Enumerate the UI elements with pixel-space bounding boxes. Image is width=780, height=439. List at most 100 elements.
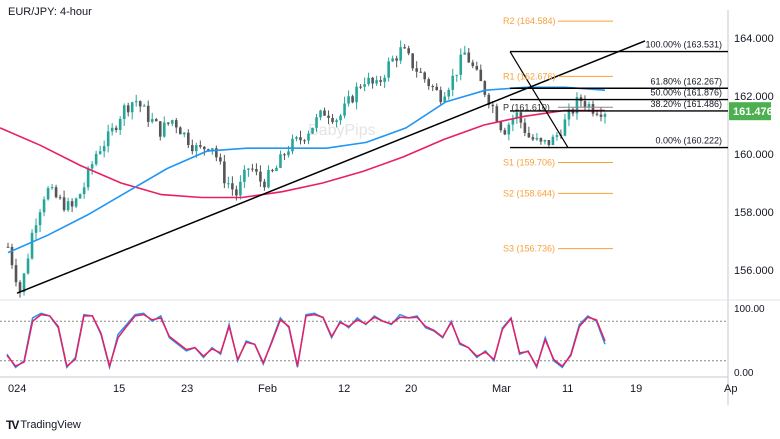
candle-body xyxy=(166,122,170,124)
candle-body xyxy=(90,164,94,169)
candle-body xyxy=(455,74,459,76)
candle-body xyxy=(34,225,38,233)
fib-level-label: 100.00% (163.531) xyxy=(645,40,722,50)
candle-body xyxy=(38,212,42,226)
candle-body xyxy=(211,148,214,151)
pivot-label: S1 (159.706) xyxy=(503,158,555,168)
candle-body xyxy=(479,69,483,82)
candle-body xyxy=(335,120,338,123)
candle-body xyxy=(603,114,607,117)
candle-body xyxy=(435,86,439,91)
candle-body xyxy=(134,101,138,103)
candle-body xyxy=(399,47,402,61)
candle-body xyxy=(187,132,190,146)
candle-body xyxy=(82,187,86,195)
candle-body xyxy=(46,188,50,200)
candle-body xyxy=(395,58,398,61)
candle-body xyxy=(251,168,254,170)
candle-body xyxy=(54,187,58,198)
x-tick-label: 23 xyxy=(181,383,193,395)
candle-body xyxy=(223,161,226,184)
fib-level-label: 38.20% (161.486) xyxy=(650,99,722,109)
candle-body xyxy=(471,62,475,67)
candle-body xyxy=(539,138,543,142)
candle-body xyxy=(527,132,531,138)
candle-body xyxy=(239,181,242,196)
candle-body xyxy=(531,137,535,140)
candle-body xyxy=(323,110,326,116)
stoch-tick-label: 0.00 xyxy=(734,368,754,379)
candle-body xyxy=(371,77,374,84)
candle-body xyxy=(146,105,150,122)
x-tick-label: Ap xyxy=(724,383,737,395)
fib-level-label: 61.80% (162.267) xyxy=(650,76,722,86)
candle-body xyxy=(499,121,503,131)
candle-body xyxy=(451,75,455,90)
candle-body xyxy=(363,84,366,87)
candle-body xyxy=(599,114,603,117)
candle-body xyxy=(227,183,230,185)
candle-body xyxy=(271,170,274,172)
x-tick-label: 024 xyxy=(8,383,26,395)
candle-body xyxy=(275,167,278,171)
trendline xyxy=(16,40,646,294)
tradingview-logo[interactable]: TV TradingView xyxy=(6,418,81,432)
y-tick-label: 156.000 xyxy=(734,265,774,277)
candle-body xyxy=(463,52,467,55)
candle-body xyxy=(247,168,250,170)
x-tick-label: 12 xyxy=(338,383,350,395)
candle-body xyxy=(415,68,418,72)
candle-body xyxy=(331,117,334,123)
candle-body xyxy=(154,119,158,122)
candle-body xyxy=(459,54,463,75)
candle-body xyxy=(106,131,110,147)
candle-body xyxy=(403,47,406,49)
candle-body xyxy=(6,246,10,248)
candle-body xyxy=(174,120,178,128)
last-price-badge xyxy=(729,102,771,121)
candle-body xyxy=(14,265,18,283)
candle-body xyxy=(483,81,487,95)
pivot-label: R2 (164.584) xyxy=(503,16,556,26)
candle-body xyxy=(110,127,114,132)
candle-body xyxy=(158,121,162,137)
pivot-label: R1 (162.676) xyxy=(503,71,556,81)
candle-body xyxy=(327,115,330,118)
candle-body xyxy=(439,90,443,103)
y-tick-label: 164.000 xyxy=(734,33,774,45)
x-tick-label: 15 xyxy=(113,383,125,395)
candle-body xyxy=(283,154,286,156)
pivot-label: S2 (158.644) xyxy=(503,188,555,198)
candle-body xyxy=(279,154,282,168)
candle-body xyxy=(98,151,102,154)
candle-body xyxy=(50,187,54,189)
candle-body xyxy=(419,71,422,73)
candle-body xyxy=(118,119,122,131)
y-tick-label: 158.000 xyxy=(734,207,774,219)
last-price-label: 161.476 xyxy=(733,106,773,118)
candle-body xyxy=(170,120,174,124)
brand-label: TradingView xyxy=(20,419,81,431)
candle-body xyxy=(231,183,234,190)
candle-body xyxy=(162,122,166,137)
candle-body xyxy=(551,136,555,146)
x-tick-label: Mar xyxy=(492,383,511,395)
candle-body xyxy=(235,189,238,196)
candle-body xyxy=(94,153,98,165)
candle-body xyxy=(567,109,571,120)
candle-body xyxy=(195,145,198,152)
candle-body xyxy=(191,145,194,152)
pivot-label: P (161.610) xyxy=(503,102,550,112)
candle-body xyxy=(319,110,322,118)
candle-body xyxy=(339,115,342,121)
candle-body xyxy=(491,104,495,107)
candle-body xyxy=(447,89,451,97)
pivot-label: S3 (156.736) xyxy=(503,244,555,254)
candle-body xyxy=(215,148,218,158)
candle-body xyxy=(423,72,426,80)
y-tick-label: 162.000 xyxy=(734,91,774,103)
candle-body xyxy=(243,169,246,182)
tradingview-logo-icon: TV xyxy=(6,418,19,432)
